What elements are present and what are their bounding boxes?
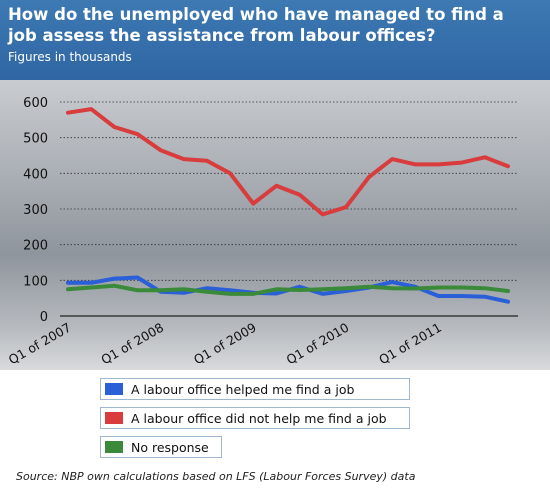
x-tick-label-2: Q1 of 2009 [191, 320, 259, 368]
data-point-s0-14 [390, 280, 394, 284]
data-point-s1-5 [182, 157, 186, 161]
data-point-s1-7 [228, 171, 232, 175]
data-point-s2-15 [413, 286, 417, 291]
x-tick-label-1: Q1 of 2008 [98, 320, 166, 368]
data-point-s2-3 [135, 288, 140, 292]
data-point-s0-1 [89, 281, 93, 285]
data-point-s2-19 [506, 289, 510, 293]
data-point-s1-18 [483, 155, 487, 159]
data-point-s1-13 [367, 175, 371, 179]
data-point-s1-16 [436, 162, 441, 167]
data-point-s2-13 [367, 285, 371, 289]
data-point-s1-2 [112, 125, 116, 129]
data-point-s2-12 [344, 286, 348, 290]
data-point-s0-16 [436, 294, 441, 298]
data-point-s0-9 [274, 291, 279, 296]
data-point-s1-6 [205, 159, 209, 163]
legend-swatch-not-helped [105, 412, 123, 424]
y-tick-label-400: 400 [23, 167, 48, 182]
plot-background [0, 80, 550, 370]
legend-label-no-response: No response [131, 439, 209, 455]
data-point-s2-9 [274, 287, 279, 291]
legend-swatch-no-response [105, 441, 123, 453]
data-point-s0-11 [321, 292, 325, 296]
legend-swatch-helped [105, 383, 123, 395]
data-point-s0-10 [297, 285, 302, 289]
data-point-s2-4 [159, 288, 163, 292]
data-point-s1-0 [66, 111, 70, 115]
data-point-s2-11 [321, 287, 325, 291]
chart-header: How do the unemployed who have managed t… [0, 0, 550, 80]
data-point-s2-8 [251, 292, 255, 296]
data-point-s1-1 [89, 107, 93, 111]
legend-label-not-helped: A labour office did not help me find a j… [131, 410, 387, 426]
y-tick-label-100: 100 [23, 274, 48, 289]
chart-title: How do the unemployed who have managed t… [8, 5, 504, 45]
data-point-s0-5 [182, 291, 186, 295]
data-point-s2-10 [297, 288, 302, 292]
data-point-s2-5 [182, 287, 186, 291]
y-tick-label-500: 500 [23, 132, 48, 147]
data-point-s1-11 [321, 212, 325, 216]
data-point-s2-1 [89, 285, 93, 290]
data-point-s1-4 [159, 148, 163, 152]
data-point-s1-17 [460, 161, 464, 165]
series-line-1 [66, 107, 510, 217]
y-tick-label-600: 600 [23, 96, 48, 111]
data-point-s1-12 [344, 205, 348, 209]
data-point-s0-19 [506, 300, 510, 304]
data-point-s1-15 [413, 162, 417, 167]
data-point-s2-17 [460, 285, 464, 290]
data-point-s2-6 [205, 290, 209, 294]
data-point-s1-9 [274, 184, 279, 188]
data-point-s1-3 [135, 132, 140, 136]
data-point-s0-0 [66, 281, 70, 285]
x-tick-label-0: Q1 of 2007 [6, 320, 74, 368]
legend-item-helped: A labour office helped me find a job [100, 378, 410, 400]
data-point-s1-14 [390, 157, 394, 161]
data-point-s2-0 [66, 287, 70, 291]
data-point-s0-18 [483, 295, 487, 299]
chart-legend: A labour office helped me find a job A l… [100, 378, 410, 465]
x-tick-label-4: Q1 of 2011 [376, 320, 444, 368]
data-point-s1-8 [251, 202, 255, 206]
data-point-s2-7 [228, 292, 232, 296]
y-tick-label-200: 200 [23, 239, 48, 254]
data-point-s2-14 [390, 286, 394, 290]
data-point-s0-2 [112, 276, 116, 281]
legend-item-not-helped: A labour office did not help me find a j… [100, 407, 410, 429]
y-tick-label-0: 0 [40, 310, 48, 325]
y-tick-label-300: 300 [23, 203, 48, 218]
x-tick-label-3: Q1 of 2010 [284, 320, 352, 368]
legend-label-helped: A labour office helped me find a job [131, 381, 355, 397]
source-note: Source: NBP own calculations based on LF… [16, 470, 416, 483]
legend-item-no-response: No response [100, 436, 222, 458]
data-point-s2-16 [436, 285, 441, 290]
data-point-s0-17 [460, 294, 464, 298]
series-line-2 [66, 283, 510, 296]
data-point-s1-19 [506, 164, 510, 168]
chart-subtitle: Figures in thousands [8, 50, 132, 64]
data-point-s2-2 [112, 284, 116, 288]
data-point-s1-10 [297, 193, 302, 197]
data-point-s2-18 [483, 286, 487, 290]
data-point-s0-3 [135, 275, 140, 280]
data-point-s0-6 [205, 286, 209, 290]
data-point-s0-7 [228, 288, 232, 292]
